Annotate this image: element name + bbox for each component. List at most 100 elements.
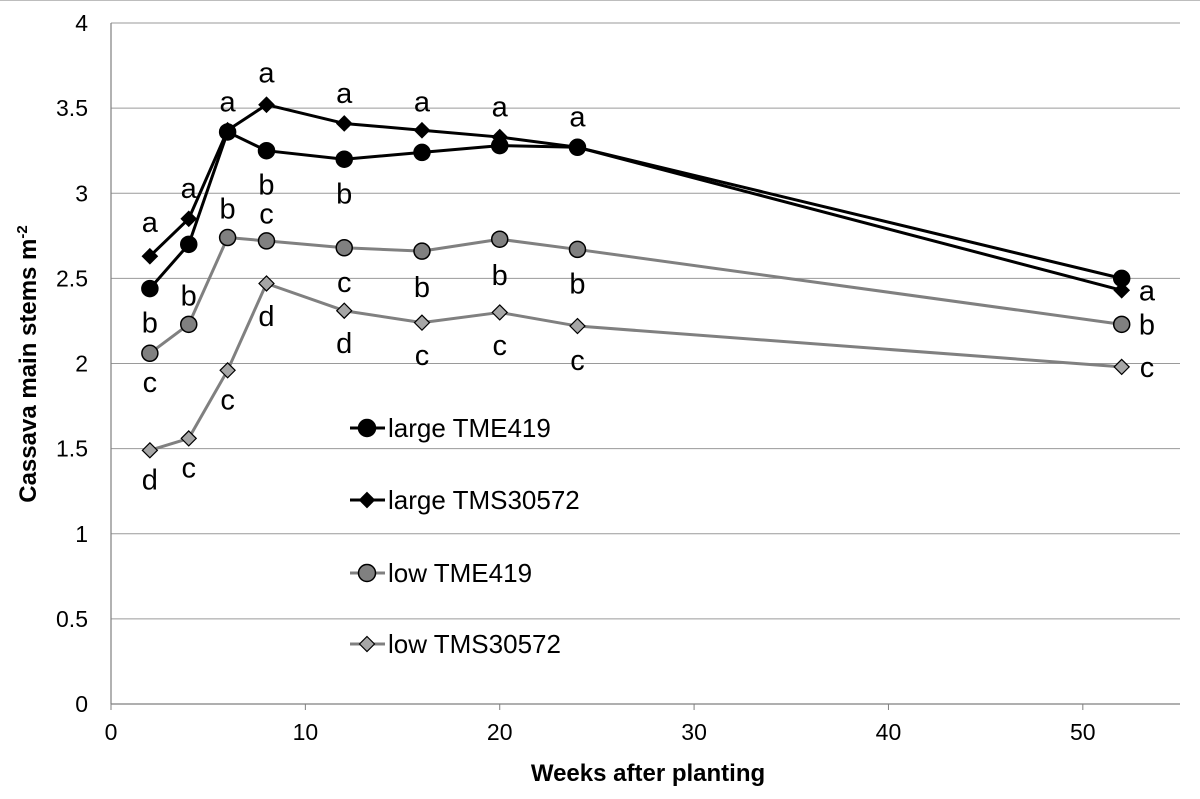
data-point	[1113, 281, 1131, 299]
significance-letter: b	[492, 260, 508, 292]
significance-letter: a	[142, 207, 159, 239]
data-point	[1112, 315, 1131, 334]
data-point	[491, 128, 509, 146]
legend: large TME419 large TMS30572 low TME419 low …	[350, 413, 580, 659]
data-point	[569, 317, 586, 335]
significance-letter: b	[181, 280, 197, 312]
significance-letter: c	[259, 199, 274, 231]
significance-letter: b	[1139, 309, 1155, 341]
data-point	[179, 315, 198, 334]
data-point	[335, 115, 353, 132]
data-point	[335, 302, 353, 320]
data-point	[180, 210, 198, 228]
x-tick-label: 30	[681, 719, 707, 745]
significance-letter: c	[337, 267, 352, 299]
data-point	[257, 232, 276, 250]
significance-letter: d	[142, 464, 158, 496]
data-point	[219, 361, 236, 379]
significance-letter: d	[258, 301, 274, 333]
axes	[110, 23, 1180, 710]
significance-letter: c	[181, 452, 196, 484]
y-tick-label: 1.5	[56, 436, 88, 462]
y-tick-label: 3	[75, 180, 88, 206]
y-axis-title-main: Cassava main stems m	[15, 239, 42, 503]
significance-letter: b	[414, 272, 430, 304]
legend-marker	[358, 635, 376, 653]
y-axis-title-superscript: -2	[14, 225, 31, 238]
series-group	[141, 96, 1131, 459]
y-tick-label: 4	[75, 10, 88, 36]
significance-letter: c	[570, 345, 585, 377]
series-2	[141, 228, 1131, 363]
data-point	[1113, 358, 1131, 376]
data-point	[141, 344, 159, 363]
series-1	[141, 96, 1131, 299]
legend-label: large TME419	[388, 413, 551, 443]
legend-marker	[358, 491, 376, 509]
data-point	[490, 230, 509, 248]
data-point	[219, 121, 236, 139]
gridlines	[111, 22, 1180, 620]
significance-letter: a	[414, 86, 431, 118]
data-point	[258, 275, 275, 292]
data-point	[258, 96, 275, 114]
x-axis-title: Weeks after planting	[531, 760, 765, 787]
data-point	[568, 240, 587, 259]
x-tick-label: 50	[1070, 719, 1096, 745]
series-3	[141, 275, 1131, 459]
y-tick-label: 3.5	[56, 95, 88, 121]
significance-letter: b	[569, 268, 585, 300]
y-tick-label: 2.5	[56, 265, 88, 291]
significance-letter: a	[492, 91, 509, 123]
significance-letter: c	[143, 367, 158, 399]
data-point	[180, 430, 198, 447]
significance-letter: c	[415, 340, 430, 372]
legend-marker	[357, 563, 377, 583]
significance-letter: b	[258, 170, 274, 202]
significance-letter: c	[492, 330, 507, 362]
y-tick-label: 2	[75, 351, 88, 377]
legend-label: low TMS30572	[388, 629, 561, 659]
data-point	[257, 141, 276, 160]
data-point	[179, 235, 198, 254]
legend-label: low TME419	[388, 558, 532, 588]
significance-letter: c	[220, 384, 235, 416]
data-point	[218, 228, 237, 247]
x-tick-label: 0	[105, 719, 118, 745]
legend-item: low TME419	[350, 558, 532, 588]
data-point	[141, 441, 159, 459]
data-point	[569, 138, 586, 156]
x-tick-label: 20	[487, 719, 513, 745]
significance-letter: b	[336, 178, 352, 210]
x-tick-label: 10	[293, 719, 319, 745]
significance-letter: a	[1139, 275, 1156, 307]
x-tick-label: 40	[876, 719, 902, 745]
significance-letter: a	[569, 102, 586, 134]
legend-item: low TMS30572	[350, 629, 561, 659]
data-point	[491, 304, 509, 321]
legend-label: large TMS30572	[388, 485, 580, 515]
data-point	[413, 143, 431, 162]
data-point	[413, 242, 431, 260]
y-tick-label: 0	[75, 691, 88, 717]
significance-letter: b	[220, 194, 236, 226]
significance-letter: b	[142, 308, 158, 340]
significance-letter: a	[220, 86, 237, 118]
data-point	[141, 279, 159, 298]
significance-letter: a	[336, 78, 353, 110]
data-point	[413, 314, 431, 331]
data-point	[335, 150, 353, 168]
significance-letter: c	[1140, 352, 1155, 384]
data-point	[413, 121, 431, 139]
y-tick-labels: 0 0.5 1 1.5 2 2.5 3 3.5 4	[56, 10, 88, 717]
legend-marker	[357, 418, 377, 438]
significance-letter: d	[336, 328, 352, 360]
data-point	[141, 247, 159, 265]
legend-item: large TMS30572	[350, 485, 580, 515]
x-tick-labels: 0 10 20 30 40 50	[105, 719, 1096, 745]
legend-item: large TME419	[350, 413, 551, 443]
y-axis-title: Cassava main stems m-2	[14, 225, 42, 503]
